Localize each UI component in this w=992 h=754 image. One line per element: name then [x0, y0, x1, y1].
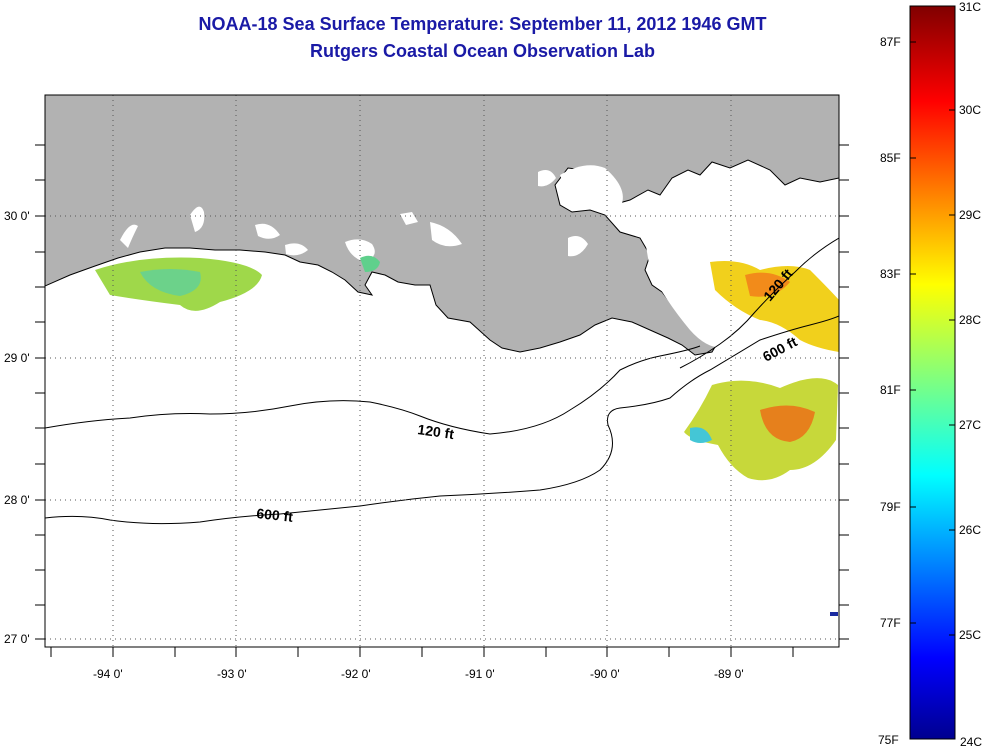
colorbar-c-31: 31C	[959, 0, 982, 14]
lake-patch	[190, 206, 205, 232]
colorbar-ticks	[910, 41, 955, 636]
lake-patch	[560, 165, 623, 209]
lat-label-29: 29 0'	[4, 351, 30, 365]
lat-label-28: 28 0'	[4, 493, 30, 507]
sst-patch-lake	[360, 255, 380, 272]
colorbar-f-81: 81F	[880, 383, 901, 397]
sst-patch-southeast	[684, 378, 838, 481]
colorbar-f-79: 79F	[880, 500, 901, 514]
colorbar-f-77: 77F	[880, 616, 901, 630]
map-ticks	[35, 144, 849, 657]
colorbar-f-87: 87F	[880, 35, 901, 49]
sst-pixel-cold	[830, 612, 838, 616]
contour-120ft-west	[45, 345, 701, 435]
map-title: NOAA-18 Sea Surface Temperature: Septemb…	[198, 14, 767, 34]
lat-label-27: 27 0'	[4, 632, 30, 646]
sst-patch-east	[710, 261, 839, 352]
contour-label-600-west: 600 ft	[256, 505, 294, 525]
sst-patch-west-inner	[140, 269, 201, 296]
colorbar-c-24: 24C	[960, 735, 983, 749]
contour-120ft-east	[679, 237, 839, 369]
colorbar-c-30: 30C	[959, 103, 982, 117]
contour-label-120-west: 120 ft	[417, 421, 456, 442]
colorbar-c-29: 29C	[959, 208, 982, 222]
lon-label-91: -91 0'	[465, 667, 495, 681]
lon-label-94: -94 0'	[93, 667, 123, 681]
colorbar-c-25: 25C	[959, 628, 982, 642]
lake-patch	[285, 243, 308, 256]
sst-patch-east-warm	[745, 272, 790, 297]
map-subtitle: Rutgers Coastal Ocean Observation Lab	[309, 41, 656, 61]
lake-patch	[400, 212, 418, 225]
lon-label-92: -92 0'	[341, 667, 371, 681]
lake-patch	[120, 224, 138, 248]
colorbar-c-26: 26C	[959, 523, 982, 537]
map-frame	[44, 94, 840, 648]
lake-patch	[538, 170, 556, 187]
lake-patch	[568, 236, 588, 257]
colorbar-c-28: 28C	[959, 313, 982, 327]
lat-label-30: 30 0'	[4, 209, 30, 223]
lon-label-93: -93 0'	[217, 667, 247, 681]
colorbar-f-83: 83F	[880, 267, 901, 281]
graticule	[45, 95, 839, 647]
sst-patch-cool	[690, 427, 712, 443]
sst-patch-southeast-warm	[760, 405, 815, 442]
lake-patch	[430, 222, 462, 247]
colorbar-f-75: 75F	[878, 733, 899, 747]
colorbar-c-27: 27C	[959, 418, 982, 432]
contour-600ft-west	[45, 315, 839, 525]
land-mass	[45, 95, 839, 356]
lon-label-89: -89 0'	[714, 667, 744, 681]
lon-label-90: -90 0'	[590, 667, 620, 681]
colorbar	[909, 5, 956, 740]
colorbar-f-85: 85F	[880, 151, 901, 165]
lake-patch	[255, 223, 280, 239]
